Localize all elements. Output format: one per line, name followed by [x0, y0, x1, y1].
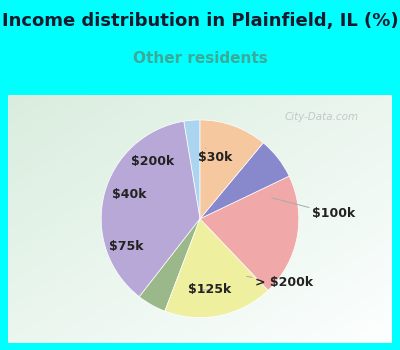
Wedge shape	[200, 176, 299, 290]
Wedge shape	[139, 219, 200, 311]
Text: $40k: $40k	[112, 188, 146, 201]
Text: Income distribution in Plainfield, IL (%): Income distribution in Plainfield, IL (%…	[2, 12, 398, 30]
Wedge shape	[200, 120, 263, 219]
Wedge shape	[165, 219, 268, 317]
Text: $100k: $100k	[272, 198, 355, 220]
Text: Other residents: Other residents	[133, 51, 267, 66]
Wedge shape	[200, 143, 289, 219]
Text: $125k: $125k	[188, 284, 232, 296]
Text: $30k: $30k	[198, 148, 232, 164]
Text: > $200k: > $200k	[247, 276, 313, 289]
Text: City-Data.com: City-Data.com	[284, 112, 359, 122]
Text: $200k: $200k	[131, 155, 174, 168]
Wedge shape	[184, 120, 200, 219]
Text: $75k: $75k	[109, 240, 143, 253]
Wedge shape	[101, 121, 200, 297]
